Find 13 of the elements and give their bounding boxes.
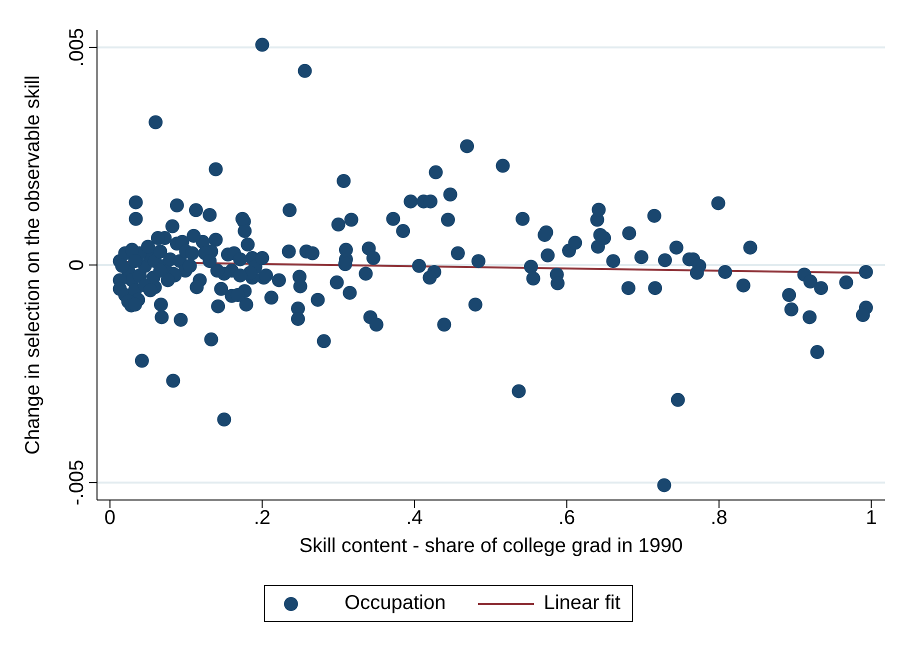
x-tick-label: 1 [866,507,877,530]
x-tick-label: .4 [406,507,423,530]
x-tick-label: .2 [254,507,271,530]
x-tick-label: .8 [710,507,728,530]
x-axis-title: Skill content - share of college grad in 1990 [299,535,683,557]
x-tick-label: 0 [104,507,116,530]
x-tick-label: .6 [558,507,576,530]
legend-label: Occupation [344,592,446,615]
legend-label: Linear fit [544,592,620,615]
y-axis-title: Change in selection on the observable skill [22,75,44,455]
y-tick-label: -.005 [66,460,88,506]
y-tick-label: .005 [66,28,88,67]
y-tick-label: 0 [66,259,88,271]
